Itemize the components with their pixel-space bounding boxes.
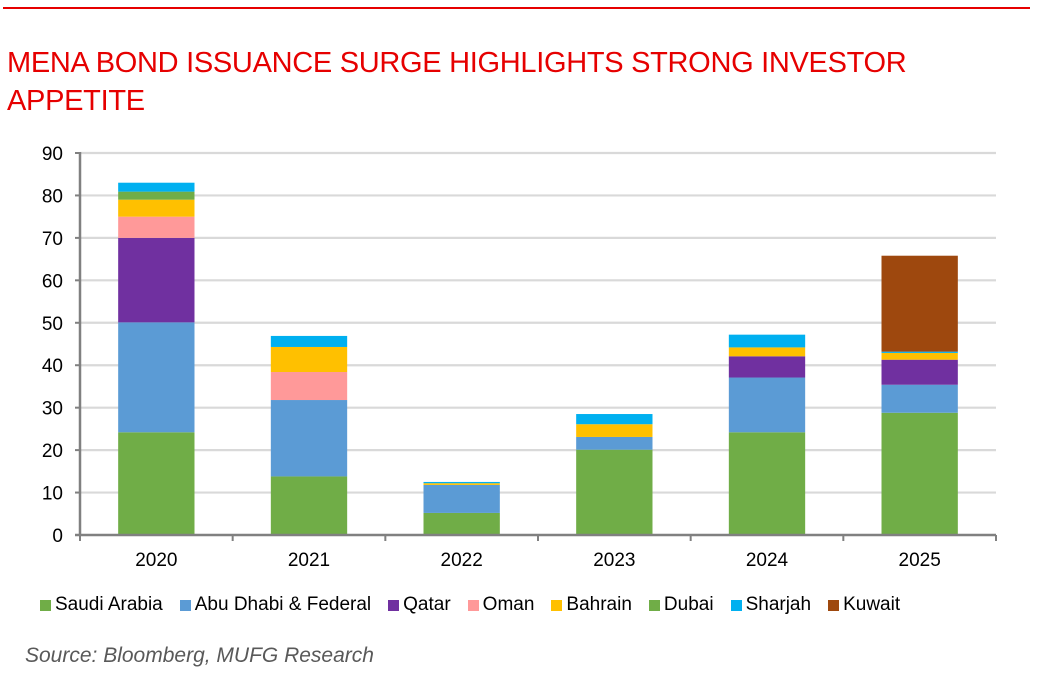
y-tick-label: 20 bbox=[42, 441, 63, 462]
gridlines bbox=[80, 151, 996, 494]
legend-item-bahrain: Bahrain bbox=[551, 594, 632, 616]
x-tick-labels: 2020 2021 2022 2023 2024 2025 bbox=[135, 550, 941, 571]
legend-label: Dubai bbox=[663, 594, 714, 615]
legend-item-saudi-arabia: Saudi Arabia bbox=[40, 594, 163, 616]
legend-label: Qatar bbox=[403, 594, 451, 615]
bar-segment-sharjah-2025 bbox=[881, 351, 958, 353]
legend: Saudi Arabia Abu Dhabi & Federal Qatar Oman… bbox=[40, 594, 917, 616]
legend-item-abu-dhabi-federal: Abu Dhabi & Federal bbox=[179, 594, 372, 616]
legend-label: Abu Dhabi & Federal bbox=[194, 594, 372, 615]
chart-title-line-2: APPETITE bbox=[7, 85, 145, 117]
bar-segment-abu-dhabi-federal-2021 bbox=[270, 400, 348, 477]
bar-segment-saudi-arabia-2024 bbox=[728, 432, 806, 535]
x-tick-label: 2025 bbox=[899, 550, 941, 571]
bar-stack-2025 bbox=[881, 255, 958, 535]
bar-segment-bahrain-2025 bbox=[881, 352, 958, 360]
legend-item-kuwait: Kuwait bbox=[828, 594, 900, 616]
bar-stack-2023 bbox=[576, 414, 653, 535]
legend-swatch bbox=[551, 599, 563, 611]
legend-swatch bbox=[388, 599, 400, 611]
x-tick-label: 2021 bbox=[288, 550, 330, 571]
y-tick-label: 80 bbox=[42, 186, 63, 207]
x-tick-label: 2020 bbox=[135, 550, 177, 571]
y-tick-label: 50 bbox=[42, 314, 63, 335]
legend-item-sharjah: Sharjah bbox=[730, 594, 812, 616]
legend-swatch bbox=[828, 599, 840, 611]
bar-segment-saudi-arabia-2025 bbox=[881, 412, 958, 535]
bar-segment-abu-dhabi-federal-2023 bbox=[576, 436, 653, 450]
legend-label: Kuwait bbox=[843, 594, 901, 615]
bar-segment-sharjah-2024 bbox=[728, 334, 806, 348]
source-note: Source: Bloomberg, MUFG Research bbox=[25, 644, 374, 667]
y-tick-label: 0 bbox=[52, 526, 63, 547]
bar-segment-bahrain-2021 bbox=[270, 346, 348, 373]
legend-label: Saudi Arabia bbox=[55, 594, 163, 615]
bar-segment-sharjah-2022 bbox=[423, 481, 500, 484]
legend-swatch bbox=[648, 599, 660, 611]
bar-segment-sharjah-2023 bbox=[576, 414, 653, 425]
bar-segment-abu-dhabi-federal-2025 bbox=[881, 384, 958, 413]
y-tick-labels: 0 10 20 30 40 50 60 70 80 90 bbox=[42, 144, 63, 547]
y-tick-label: 30 bbox=[42, 399, 63, 420]
bar-segment-sharjah-2020 bbox=[118, 182, 195, 192]
bar-segment-dubai-2020 bbox=[118, 191, 195, 200]
bar-segment-bahrain-2024 bbox=[728, 347, 806, 357]
x-tick-label: 2023 bbox=[593, 550, 635, 571]
legend-swatch bbox=[730, 599, 742, 611]
bar-stack-2022 bbox=[423, 481, 500, 535]
bar-segment-bahrain-2020 bbox=[118, 199, 195, 217]
top-rule bbox=[3, 7, 1030, 9]
bar-segment-saudi-arabia-2023 bbox=[576, 449, 653, 535]
legend-swatch bbox=[40, 599, 51, 611]
legend-label: Bahrain bbox=[566, 594, 632, 615]
bar-segment-bahrain-2022 bbox=[423, 483, 500, 485]
chart-title: MENA BOND ISSUANCE SURGE HIGHLIGHTS STRO… bbox=[7, 44, 1007, 120]
bar-stack-2020 bbox=[118, 182, 195, 535]
y-tick-label: 10 bbox=[42, 484, 63, 505]
bar-segment-abu-dhabi-federal-2020 bbox=[118, 322, 195, 433]
bar-segment-saudi-arabia-2020 bbox=[118, 432, 195, 535]
legend-swatch bbox=[467, 599, 479, 611]
bar-segment-qatar-2020 bbox=[118, 237, 195, 323]
stacked-bar-chart: 0 10 20 30 40 50 60 70 80 90 2020 2021 2022 2023 2024… bbox=[42, 144, 997, 571]
bar-segment-oman-2020 bbox=[118, 216, 195, 238]
bar-segment-saudi-arabia-2021 bbox=[270, 476, 348, 535]
chart-title-line-1: MENA BOND ISSUANCE SURGE HIGHLIGHTS STRO… bbox=[7, 47, 907, 79]
legend-swatch bbox=[179, 599, 191, 611]
y-tick-label: 70 bbox=[42, 229, 63, 250]
bars bbox=[118, 182, 958, 535]
x-tick-label: 2024 bbox=[746, 550, 789, 571]
bar-stack-2021 bbox=[270, 335, 348, 535]
bar-segment-abu-dhabi-federal-2022 bbox=[423, 484, 500, 513]
legend-item-oman: Oman bbox=[467, 594, 535, 616]
x-tick-label: 2022 bbox=[441, 550, 483, 571]
bar-segment-saudi-arabia-2022 bbox=[423, 512, 500, 535]
bar-segment-qatar-2025 bbox=[881, 359, 958, 385]
bar-segment-sharjah-2021 bbox=[270, 335, 348, 347]
legend-label: Oman bbox=[482, 594, 535, 615]
legend-item-dubai: Dubai bbox=[648, 594, 714, 616]
bar-segment-oman-2021 bbox=[270, 372, 348, 401]
y-tick-label: 90 bbox=[42, 144, 63, 165]
bar-segment-bahrain-2023 bbox=[576, 424, 653, 437]
axes bbox=[75, 152, 997, 541]
bar-segment-abu-dhabi-federal-2024 bbox=[728, 377, 806, 433]
bar-segment-kuwait-2025 bbox=[881, 255, 958, 352]
bar-segment-qatar-2024 bbox=[728, 356, 806, 378]
legend-item-qatar: Qatar bbox=[388, 594, 451, 616]
legend-label: Sharjah bbox=[745, 594, 812, 615]
bar-stack-2024 bbox=[728, 334, 806, 535]
y-tick-label: 60 bbox=[42, 271, 63, 292]
y-tick-label: 40 bbox=[42, 356, 63, 377]
